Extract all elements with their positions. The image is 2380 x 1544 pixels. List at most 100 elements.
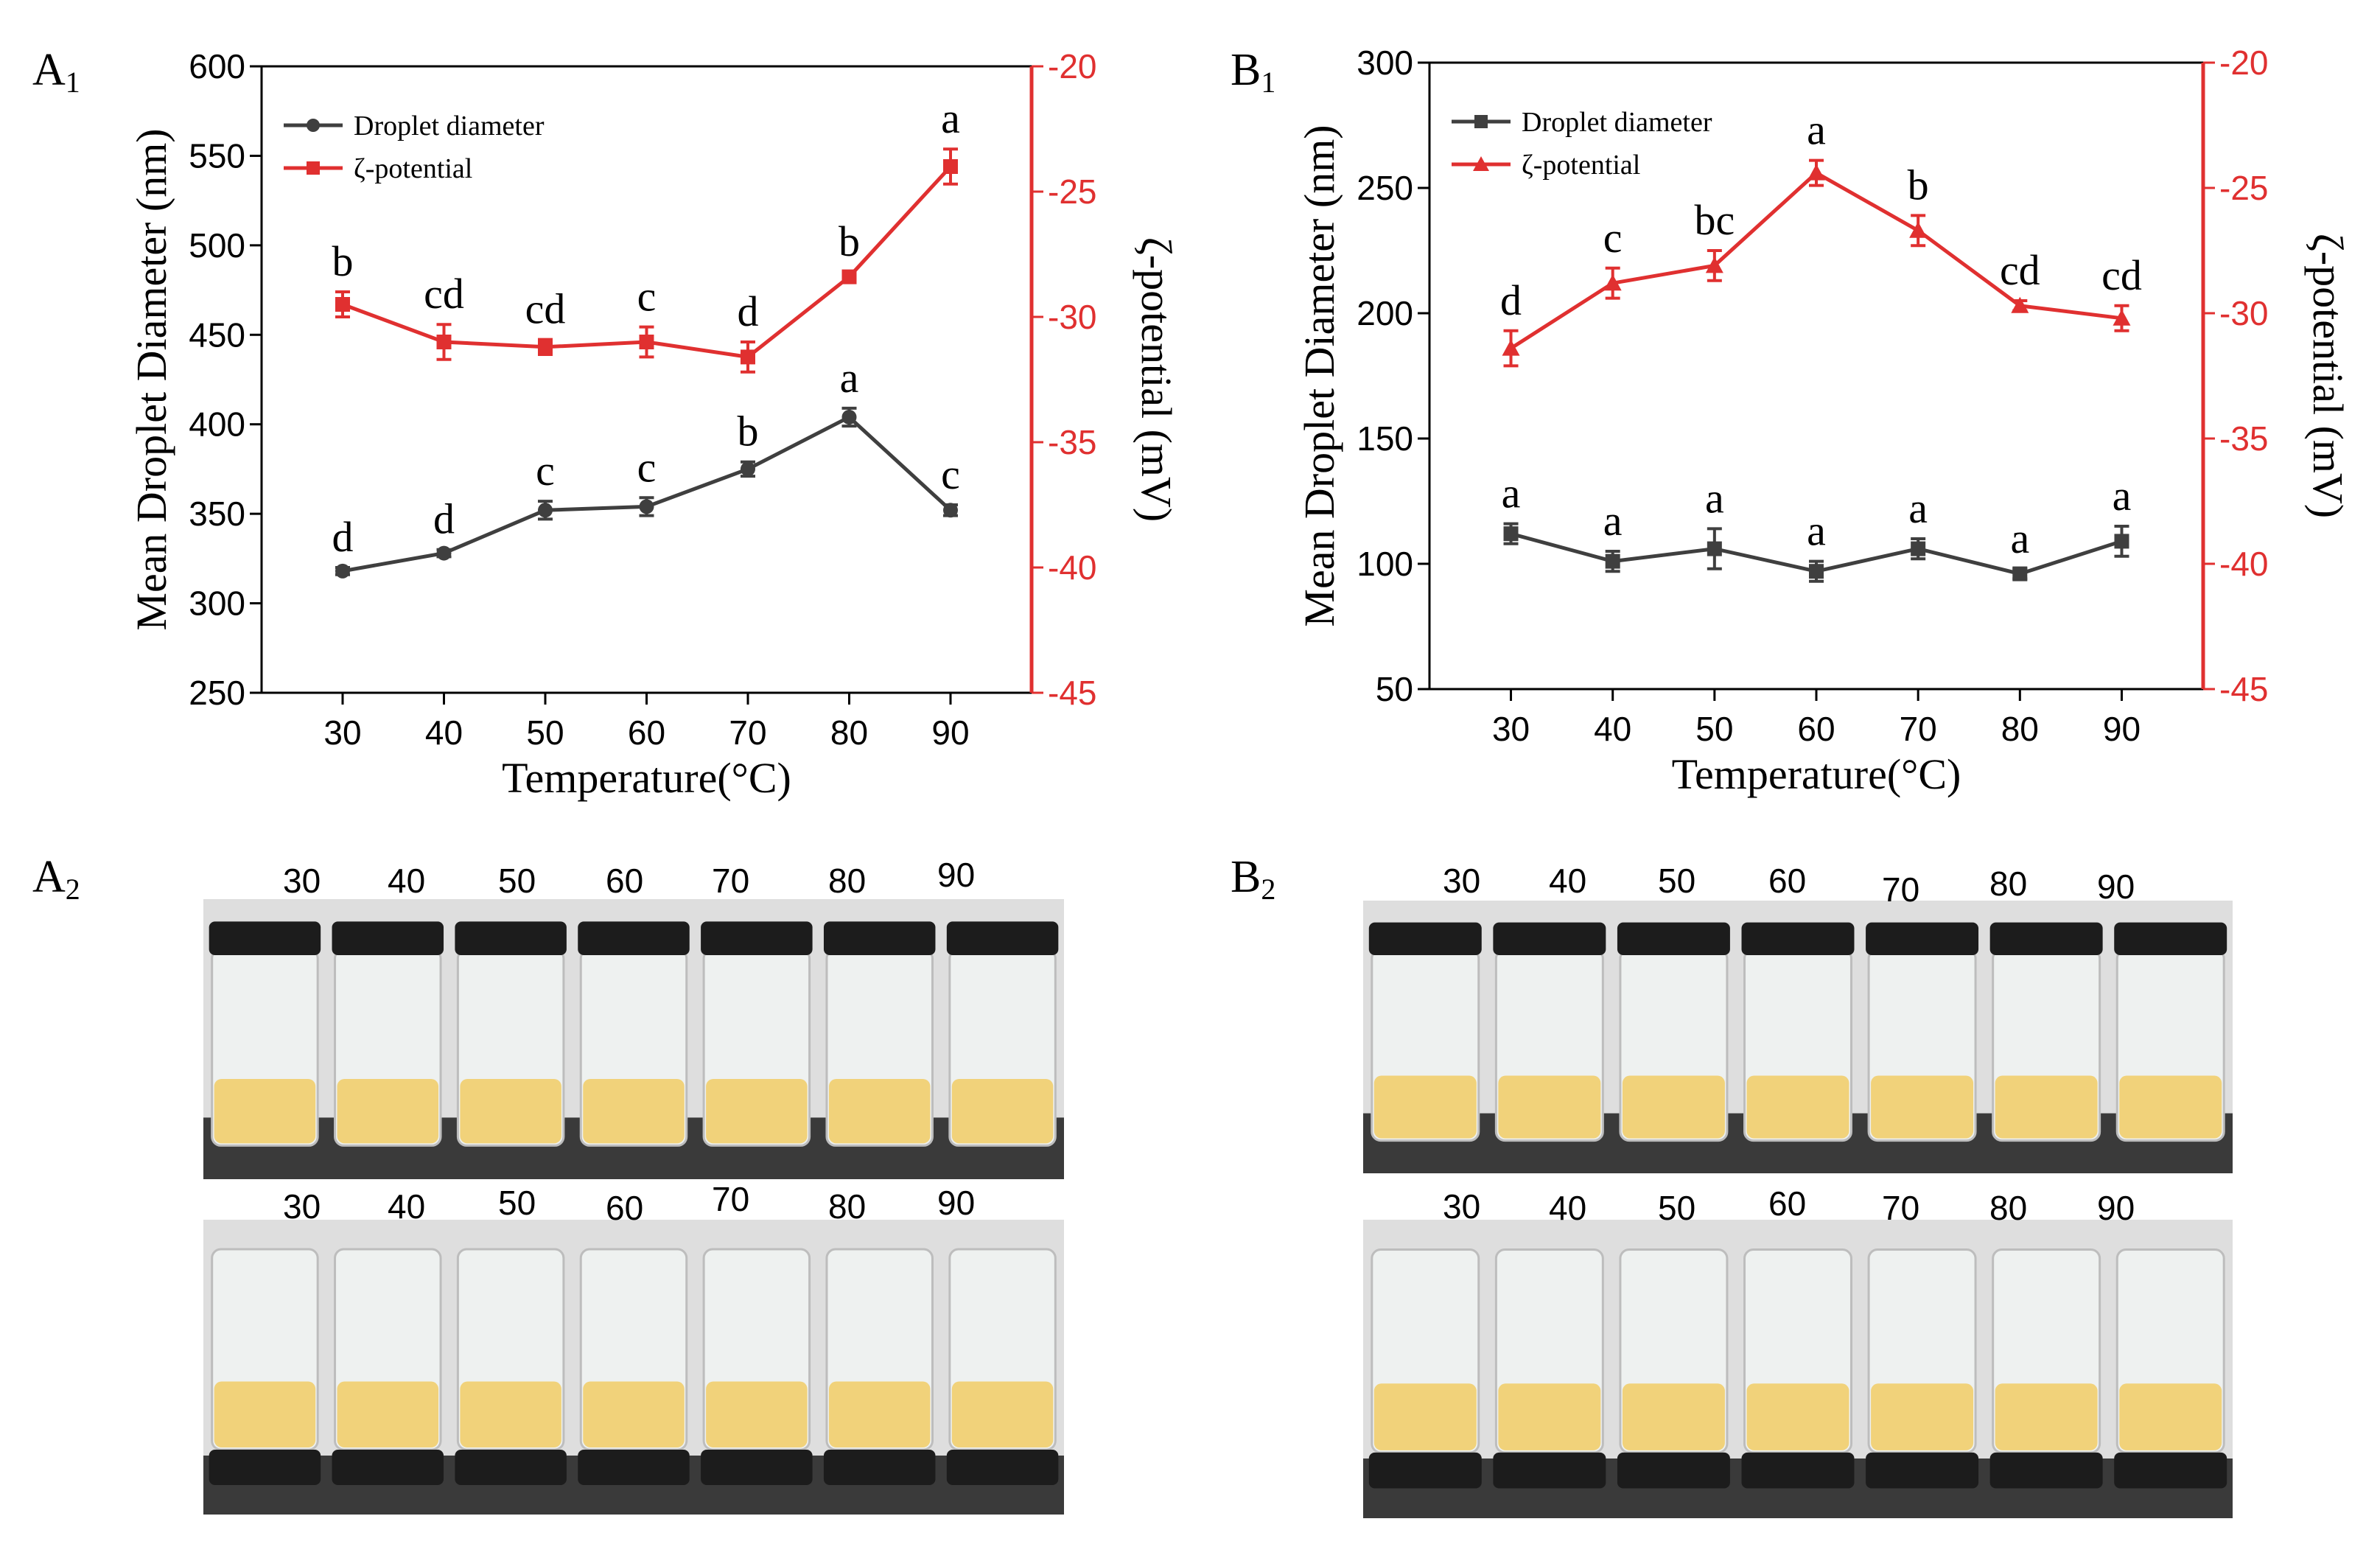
- vial: [823, 1248, 936, 1485]
- vial: [1493, 1248, 1606, 1489]
- vial-temp-label: 70: [712, 862, 750, 900]
- vial-cap: [1741, 922, 1855, 955]
- vial-temp-label: 30: [1443, 862, 1481, 900]
- significance-letter: cd: [2000, 246, 2040, 294]
- vial: [1989, 1248, 2103, 1489]
- vial: [455, 1248, 567, 1485]
- data-point: [2114, 534, 2129, 549]
- y-tick-label-right: -40: [1048, 548, 1096, 587]
- emulsion-layer: [828, 1078, 931, 1144]
- vial-cap: [332, 921, 444, 955]
- vial-temp-label: 90: [2097, 1189, 2135, 1227]
- vial-temp-label: 90: [937, 856, 976, 894]
- vial-cap: [2114, 1452, 2227, 1489]
- emulsion-layer: [1871, 1383, 1974, 1450]
- vial-temp-label: 60: [1768, 862, 1807, 900]
- significance-letter: c: [637, 443, 657, 491]
- y-tick-label-left: 250: [1357, 169, 1413, 207]
- data-point: [741, 461, 755, 477]
- vial-temp-label: 40: [388, 1187, 426, 1226]
- vial-cap: [1617, 922, 1730, 955]
- emulsion-layer: [583, 1078, 685, 1144]
- vial-temp-label: 30: [283, 1187, 321, 1226]
- vial-cap: [946, 1450, 1059, 1485]
- data-point: [2011, 296, 2029, 313]
- vial-temp-label: 70: [712, 1180, 750, 1218]
- emulsion-layer: [828, 1381, 931, 1447]
- photo-a2-top: [203, 899, 1064, 1179]
- significance-letter: cd: [424, 270, 464, 318]
- vial-temp-label: 50: [498, 862, 536, 900]
- vial-cap: [823, 921, 936, 955]
- vial-temp-label: 40: [388, 862, 426, 900]
- significance-letter: d: [1500, 276, 1522, 324]
- vial-cap: [823, 1450, 936, 1485]
- data-point: [1705, 256, 1723, 273]
- data-point: [335, 297, 350, 312]
- y-tick-label-left: 600: [189, 47, 245, 85]
- vial-temp-label: 50: [498, 1184, 536, 1222]
- photo-a2-bottom: [203, 1220, 1064, 1515]
- vial-temp-label: 80: [1989, 864, 2028, 903]
- y-tick-label-right: -25: [2219, 169, 2268, 207]
- significance-letter: d: [332, 513, 354, 561]
- significance-letter: b: [332, 237, 354, 285]
- significance-letter: a: [1705, 474, 1724, 522]
- data-point: [1911, 541, 1926, 556]
- vial-cap: [332, 1450, 444, 1485]
- vial: [578, 1248, 690, 1485]
- x-tick-label: 30: [323, 713, 361, 752]
- emulsion-layer: [1995, 1075, 2098, 1139]
- vial-cap: [1493, 922, 1606, 955]
- vial-temp-label: 70: [1882, 870, 1920, 909]
- x-tick-label: 50: [1695, 710, 1733, 748]
- panel-label-b2: B2: [1231, 852, 1276, 906]
- data-point: [436, 545, 452, 561]
- vial: [2114, 922, 2227, 1142]
- y-tick-label-left: 450: [189, 315, 245, 354]
- vial-temp-label: 50: [1658, 862, 1696, 900]
- vial-cap: [455, 921, 567, 955]
- y-tick-label-left: 150: [1357, 419, 1413, 458]
- data-point: [1603, 274, 1622, 291]
- emulsion-layer: [1373, 1075, 1477, 1139]
- emulsion-layer: [1622, 1075, 1725, 1139]
- x-axis-title: Temperature(°C): [1672, 750, 1961, 798]
- vial: [1989, 922, 2103, 1142]
- significance-letter: c: [536, 447, 555, 495]
- vial-temp-label: 90: [2097, 867, 2135, 906]
- vial-temp-label: 60: [606, 862, 644, 900]
- x-tick-label: 70: [1900, 710, 1937, 748]
- significance-letter: b: [738, 408, 759, 455]
- vial: [332, 1248, 444, 1485]
- vial-cap: [1368, 922, 1482, 955]
- x-tick-label: 40: [425, 713, 463, 752]
- y-tick-label-left: 200: [1357, 294, 1413, 332]
- emulsion-layer: [706, 1078, 808, 1144]
- vial-cap: [1617, 1452, 1730, 1489]
- data-point: [1807, 164, 1825, 181]
- significance-letter: a: [1908, 484, 1928, 532]
- y-tick-label-left: 500: [189, 226, 245, 265]
- vial-cap: [1866, 1452, 1979, 1489]
- significance-letter: c: [941, 450, 960, 498]
- significance-letter: a: [1807, 106, 1826, 154]
- vial-temp-label: 80: [828, 1187, 867, 1226]
- emulsion-layer: [460, 1078, 561, 1144]
- y-axis-title-right: ζ-potential (mV): [1133, 237, 1179, 522]
- vial-cap: [578, 1450, 690, 1485]
- data-point: [335, 563, 350, 579]
- vial-cap: [946, 921, 1059, 955]
- vial: [1368, 1248, 1482, 1489]
- data-point: [1503, 526, 1519, 542]
- significance-letter: d: [738, 287, 759, 335]
- vial: [578, 921, 690, 1147]
- y-tick-label-right: -40: [2219, 545, 2268, 583]
- y-tick-label-right: -45: [2219, 670, 2268, 708]
- vial-cap: [455, 1450, 567, 1485]
- y-tick-label-left: 300: [1357, 43, 1413, 82]
- emulsion-layer: [460, 1381, 561, 1447]
- vial-cap: [701, 1450, 813, 1485]
- vial-cap: [1866, 922, 1979, 955]
- emulsion-layer: [214, 1078, 316, 1144]
